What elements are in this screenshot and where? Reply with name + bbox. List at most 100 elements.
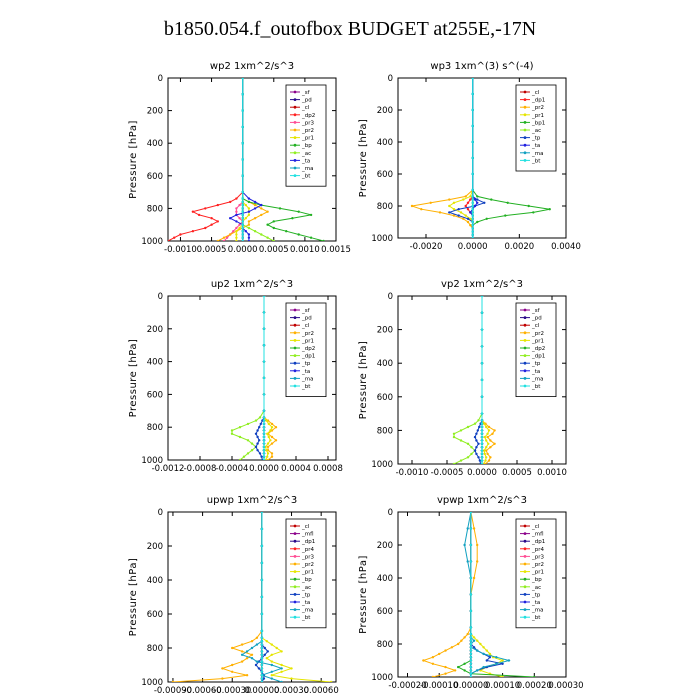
legend-label: _pr2 (531, 105, 544, 111)
data-point (463, 669, 466, 672)
legend-label: _pr2 (301, 331, 314, 337)
data-point (254, 445, 258, 449)
y-axis-label: Pressure [hPa] (128, 339, 139, 418)
data-point (247, 223, 251, 226)
data-point (429, 201, 432, 204)
legend-marker (293, 331, 297, 335)
data-point (235, 213, 238, 217)
data-point (280, 663, 283, 667)
data-point (253, 200, 257, 204)
data-point (476, 220, 479, 224)
legend-marker (523, 308, 527, 312)
data-point (280, 670, 283, 673)
data-point (475, 446, 478, 449)
data-point (253, 203, 257, 207)
data-point (269, 429, 272, 432)
data-point (241, 236, 244, 239)
legend-label: _pd (531, 316, 542, 322)
data-point (262, 432, 266, 435)
data-point (469, 669, 473, 672)
data-point (309, 213, 313, 217)
data-point (285, 230, 288, 233)
legend-marker (523, 316, 527, 319)
x-tick-label: 0.0005 (502, 468, 532, 478)
data-point (322, 239, 325, 241)
legend-marker (523, 151, 527, 155)
data-point (267, 422, 270, 426)
data-point (485, 439, 488, 442)
data-point (464, 195, 467, 198)
data-point (221, 677, 224, 680)
data-point (241, 158, 244, 161)
legend: _cl _dp1_pr2 _pr1_bp1 _ac _tp_ta _ma_bt (515, 84, 557, 172)
legend-marker (293, 90, 297, 94)
legend-marker (523, 524, 527, 528)
legend-label: _dp2 (301, 113, 315, 119)
data-point (469, 659, 473, 662)
data-point (452, 432, 456, 435)
x-tick-label: -0.0008 (184, 464, 217, 474)
data-point (438, 652, 441, 656)
y-tick-label: 0 (158, 74, 163, 84)
data-point (470, 446, 473, 449)
y-tick-label: 400 (147, 358, 163, 368)
data-point (466, 217, 470, 220)
series-line-tp (255, 296, 265, 460)
panel-0: wp2 1xm^2/s^3 Pressure [hPa] 0 200 400 600 800… (128, 61, 351, 255)
series-line-dp1 (231, 296, 265, 460)
legend-label: _tp (301, 361, 311, 367)
data-point (489, 439, 492, 442)
data-point (466, 442, 470, 445)
legend-marker (293, 166, 297, 170)
data-point (262, 449, 266, 452)
x-tick-label: 0.00030 (548, 681, 583, 691)
data-point (410, 204, 414, 208)
legend: _cl _mfl_dp1 _pr4_pr3 _pr2 _pr1_bp _ac_tp _ta _… (515, 518, 557, 629)
data-point (256, 442, 259, 445)
panel-title: vp2 1xm^2/s^3 (441, 279, 523, 290)
data-point (253, 230, 257, 233)
data-point (231, 646, 234, 650)
data-point (469, 626, 473, 629)
y-tick-label: 200 (377, 106, 393, 116)
data-point (485, 449, 488, 452)
panel-title: up2 1xm^2/s^3 (211, 279, 293, 290)
data-point (238, 203, 241, 207)
y-tick-label: 800 (147, 423, 163, 433)
legend-label: _sf (301, 90, 311, 96)
data-point (453, 669, 457, 672)
data-point (471, 224, 474, 227)
legend-label: _dp1 (301, 539, 315, 545)
legend-marker (293, 600, 297, 604)
data-point (191, 230, 195, 233)
legend-marker (293, 174, 297, 178)
data-point (232, 230, 235, 233)
data-point (469, 646, 473, 649)
data-point (459, 439, 463, 442)
data-point (483, 201, 486, 204)
legend-label: _dp1 (531, 98, 545, 104)
x-tick-label: 0.0004 (281, 464, 311, 474)
data-point (257, 667, 261, 670)
data-point (480, 442, 484, 445)
legend-marker (523, 339, 527, 342)
data-point (480, 432, 484, 435)
legend-marker (293, 377, 297, 380)
data-point (260, 667, 264, 670)
series-line-pr2 (263, 296, 277, 460)
x-tick-label: 0.0005 (259, 245, 289, 255)
legend-marker (523, 128, 527, 132)
x-tick-label: 0.00000 (453, 681, 488, 691)
data-point (262, 439, 266, 442)
data-point (255, 660, 259, 663)
legend-marker (293, 361, 297, 365)
legend-marker (523, 323, 527, 327)
data-point (270, 643, 273, 646)
data-point (471, 236, 474, 238)
data-point (179, 233, 182, 236)
x-tick-label: 0.0000 (458, 242, 488, 252)
data-point (452, 435, 456, 439)
data-point (260, 595, 264, 599)
series-group (421, 512, 536, 677)
legend-marker (293, 532, 297, 535)
